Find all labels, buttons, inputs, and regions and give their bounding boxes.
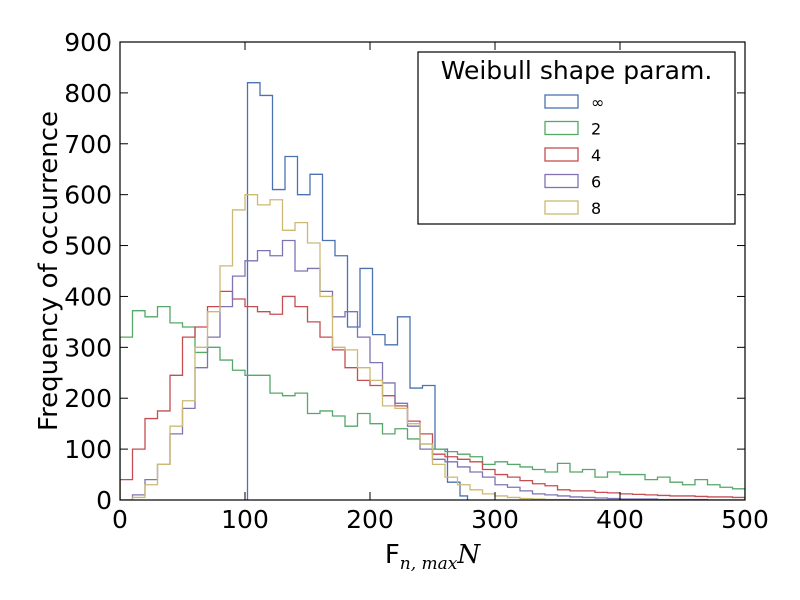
y-tick-label: 500: [64, 232, 112, 261]
x-tick-label: 500: [721, 505, 769, 534]
x-axis-label-main: F: [385, 540, 400, 570]
x-axis-label-subscript: n, max: [400, 554, 458, 574]
legend-box: [417, 51, 736, 225]
legend-swatch: [544, 94, 579, 109]
y-tick-label: 400: [64, 282, 112, 311]
x-tick-label: 300: [471, 505, 519, 534]
y-tick-label: 700: [64, 130, 112, 159]
y-tick-label: 100: [64, 435, 112, 464]
legend-label: 4: [591, 146, 601, 165]
legend-label: ∞: [591, 93, 604, 112]
y-tick-label: 800: [64, 79, 112, 108]
histogram-series-2: [120, 305, 745, 500]
series-layer: [120, 82, 745, 500]
x-tick-label: 100: [221, 505, 269, 534]
legend-items: ∞ 2 4 6 8: [544, 93, 604, 218]
legend-label: 2: [591, 120, 601, 139]
histogram-series-1: [246, 82, 469, 500]
legend-swatch: [544, 120, 579, 136]
x-tick-label: 200: [346, 505, 394, 534]
x-tick-label: 400: [596, 505, 644, 534]
y-axis-label: Frequency of occurrence: [34, 111, 64, 431]
y-tick-label: 600: [64, 181, 112, 210]
x-tick-label: 0: [112, 505, 128, 534]
ticks-layer: 0 100 200 300 400 500 0 100 200 300 400 500 600 700 80…: [64, 28, 769, 534]
legend-swatch: [544, 147, 579, 162]
legend: Weibull shape param. ∞ 2 4 6 8: [417, 51, 736, 225]
legend-swatch: [544, 200, 579, 215]
x-axis-label-tail: N: [456, 540, 481, 570]
legend-title: Weibull shape param.: [441, 56, 713, 85]
legend-swatch: [544, 173, 579, 189]
legend-label: 6: [591, 173, 601, 192]
histogram-series-3: [120, 290, 745, 500]
y-tick-label: 300: [64, 333, 112, 362]
y-tick-label: 0: [96, 486, 112, 515]
y-tick-label: 900: [64, 28, 112, 57]
x-axis-label: Fn, maxN: [385, 540, 482, 574]
plot-frame: [119, 41, 746, 501]
legend-label: 8: [591, 199, 601, 218]
histogram-series-4: [120, 239, 745, 500]
y-tick-label: 200: [64, 384, 112, 413]
